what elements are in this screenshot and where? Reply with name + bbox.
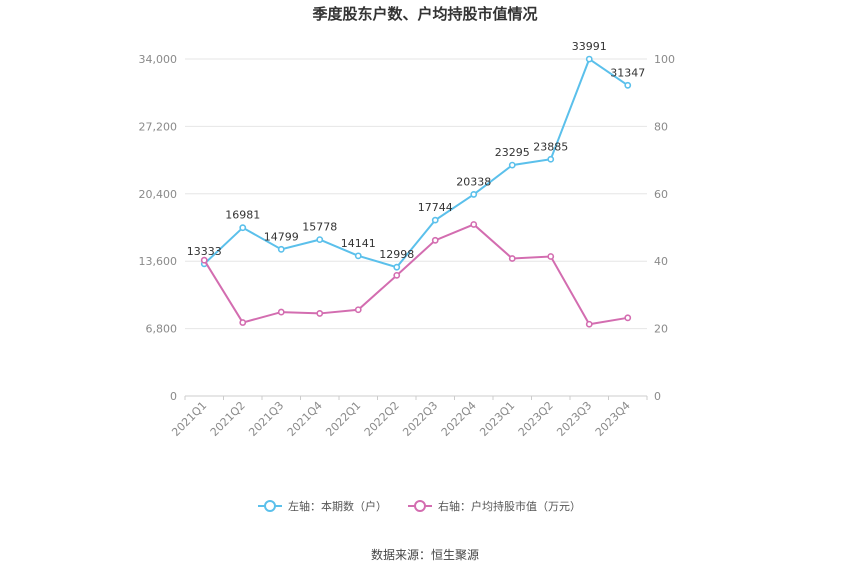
right-axis-tick-label: 80: [654, 120, 668, 133]
data-label: 31347: [610, 66, 645, 79]
legend-label[interactable]: 右轴：户均持股市值（万元）: [438, 499, 581, 513]
data-point: [393, 271, 401, 279]
right-axis-tick-label: 20: [654, 323, 668, 336]
x-tick-label: 2021Q2: [208, 399, 248, 439]
left-axis-tick-label: 0: [170, 390, 177, 403]
data-point: [508, 255, 516, 262]
left-axis-tick-label: 20,400: [139, 188, 178, 201]
data-point: [200, 256, 208, 264]
data-point: [547, 155, 555, 163]
data-point: [277, 308, 285, 316]
data-point: [431, 216, 439, 224]
data-label: 16981: [225, 209, 260, 222]
data-point: [239, 224, 247, 232]
data-point: [470, 221, 478, 228]
left-axis-ticks: 0 6,800 13,600 20,400 27,200 34,000: [139, 53, 178, 403]
right-axis-tick-label: 60: [654, 188, 668, 201]
x-tick-label: 2021Q3: [246, 399, 286, 439]
x-tick-label: 2021Q1: [169, 399, 209, 439]
data-label: 23295: [495, 146, 530, 159]
left-axis-tick-label: 6,800: [146, 323, 178, 336]
data-label: 17744: [418, 201, 453, 214]
x-axis-ticks: 2021Q12021Q22021Q32021Q42022Q12022Q22022…: [169, 396, 648, 439]
right-axis-tick-label: 0: [654, 390, 661, 403]
gridlines: [185, 58, 647, 397]
x-tick-label: 2022Q4: [439, 399, 479, 439]
legend-label[interactable]: 左轴：本期数（户）: [288, 499, 387, 513]
data-point: [354, 306, 362, 314]
data-label: 15778: [302, 221, 337, 234]
x-tick-label: 2023Q3: [554, 399, 594, 439]
data-point: [393, 263, 401, 271]
right-axis-tick-label: 40: [654, 255, 668, 268]
data-point: [239, 319, 247, 326]
data-point: [547, 253, 555, 260]
data-point: [624, 314, 632, 322]
data-label: 33991: [572, 40, 607, 53]
data-point: [316, 236, 324, 244]
data-point: [624, 81, 632, 89]
data-label: 14799: [264, 230, 299, 243]
left-axis-tick-label: 27,200: [139, 120, 178, 133]
chart-title: 季度股东户数、户均持股市值情况: [312, 5, 537, 23]
x-tick-label: 2022Q1: [323, 399, 363, 439]
series-line: [203, 57, 629, 269]
legend-marker: [414, 500, 426, 512]
x-tick-label: 2021Q4: [285, 399, 325, 439]
x-tick-label: 2023Q1: [477, 399, 517, 439]
data-label: 12998: [379, 248, 414, 261]
data-point: [316, 310, 324, 317]
data-point: [277, 245, 285, 253]
left-axis-tick-label: 34,000: [139, 53, 178, 66]
data-point: [431, 236, 439, 244]
x-tick-label: 2023Q2: [516, 399, 556, 439]
left-axis-tick-label: 13,600: [139, 255, 178, 268]
data-label: 23885: [533, 140, 568, 153]
data-point: [470, 191, 478, 198]
legend: 左轴：本期数（户） 右轴：户均持股市值（万元）: [258, 499, 581, 513]
right-axis-tick-label: 100: [654, 53, 675, 66]
legend-marker: [264, 500, 276, 512]
data-source: 数据来源：恒生聚源: [371, 547, 479, 562]
data-label: 14141: [341, 237, 376, 250]
data-label: 13333: [187, 245, 222, 258]
data-point: [354, 252, 362, 260]
x-tick-label: 2022Q2: [362, 399, 402, 439]
right-axis-ticks: 0 20 40 60 80 100: [654, 53, 675, 403]
data-point: [585, 320, 593, 328]
x-tick-label: 2023Q4: [593, 399, 633, 439]
data-point: [585, 55, 593, 63]
series-line: [203, 223, 628, 326]
data-label: 20338: [456, 175, 491, 188]
x-tick-label: 2022Q3: [400, 399, 440, 439]
data-point: [508, 161, 516, 169]
